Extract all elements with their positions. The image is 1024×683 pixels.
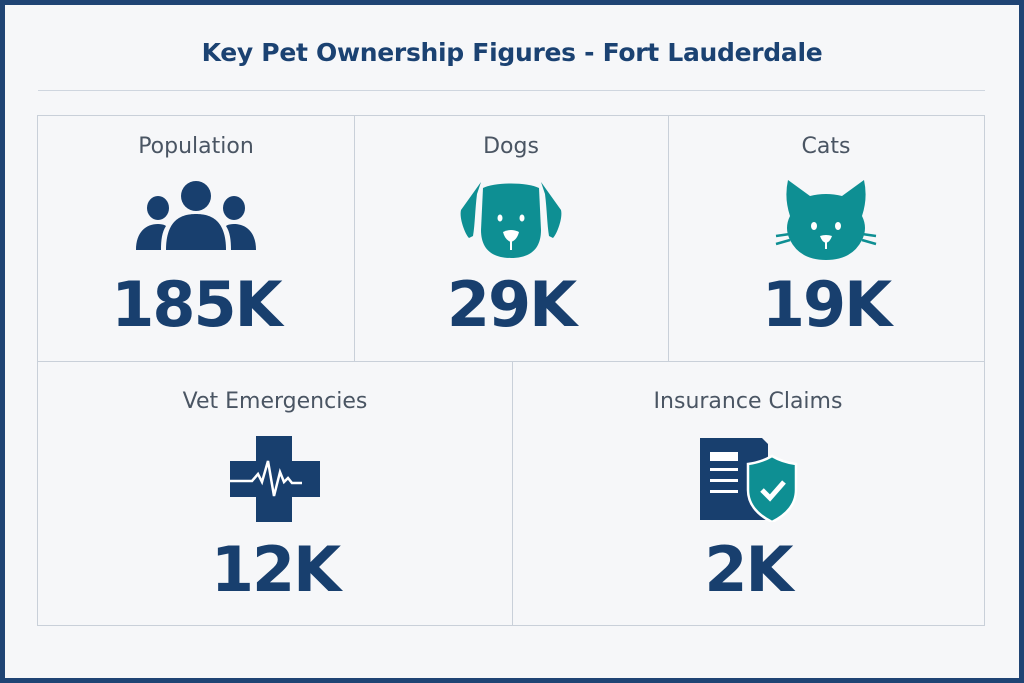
stat-label: Dogs (483, 134, 539, 159)
stat-label: Cats (801, 134, 851, 159)
stat-card-population: Population 185K (38, 116, 354, 361)
divider (38, 361, 984, 362)
stat-value: 29K (446, 268, 577, 341)
divider (668, 116, 669, 361)
stat-card-dogs: Dogs 29K (354, 116, 668, 361)
stat-card-cats: Cats 19K (668, 116, 984, 361)
people-icon (136, 181, 256, 250)
document-shield-check-icon (700, 438, 798, 522)
divider (512, 361, 513, 626)
medical-cross-heartbeat-icon (230, 436, 320, 522)
stat-value: 19K (761, 268, 892, 341)
divider (354, 116, 355, 361)
stat-value: 185K (111, 268, 282, 341)
stat-label: Insurance Claims (653, 389, 843, 414)
cat-icon (775, 180, 877, 260)
title-divider (38, 90, 985, 91)
stat-value: 12K (210, 533, 341, 606)
stat-label: Vet Emergencies (182, 389, 368, 414)
stat-card-vet-emergencies: Vet Emergencies 12K (38, 361, 512, 626)
stat-value: 2K (704, 533, 793, 606)
stats-grid: Population 185K Dogs (37, 115, 985, 626)
dog-icon (460, 182, 562, 258)
page-title: Key Pet Ownership Figures - Fort Lauderd… (201, 38, 823, 67)
stat-card-insurance-claims: Insurance Claims 2K (512, 361, 984, 626)
stat-label: Population (138, 134, 254, 159)
